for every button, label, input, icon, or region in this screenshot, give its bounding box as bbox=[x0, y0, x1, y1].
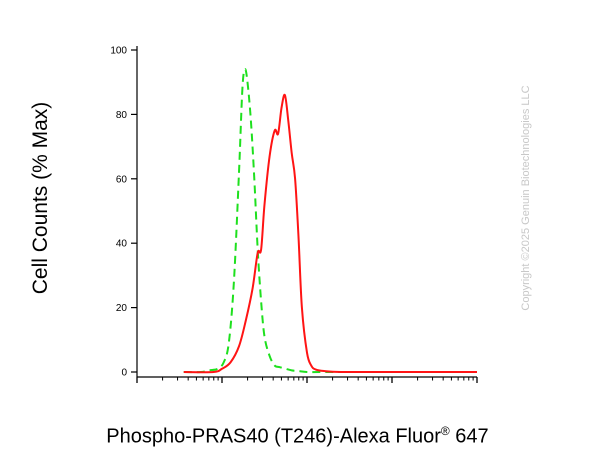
y-tick-label: 100 bbox=[110, 46, 127, 57]
y-axis-ticks: 0 20 40 60 80 100 bbox=[110, 46, 137, 379]
x-axis-label-tail: 647 bbox=[449, 425, 489, 448]
y-tick-label: 80 bbox=[116, 110, 128, 121]
y-tick-label: 0 bbox=[121, 368, 127, 379]
y-tick-label: 40 bbox=[116, 239, 128, 250]
x-axis-ticks bbox=[136, 377, 478, 383]
y-tick-label: 20 bbox=[116, 303, 128, 314]
x-axis-label-main: Phospho-PRAS40 (T246)-Alexa Fluor bbox=[106, 425, 441, 448]
x-axis-label: Phospho-PRAS40 (T246)-Alexa Fluor® 647 bbox=[0, 424, 595, 449]
chart-axes bbox=[136, 46, 477, 378]
y-tick-label: 60 bbox=[116, 174, 128, 185]
x-axis-label-registered-mark: ® bbox=[440, 424, 450, 438]
control-histogram-line bbox=[183, 68, 477, 374]
stained-histogram-line bbox=[183, 93, 477, 374]
copyright-watermark: Copyright ©2025 Genuin Biotechnologies L… bbox=[520, 85, 532, 311]
y-axis-label: Cell Counts (% Max) bbox=[29, 101, 52, 295]
series-layer bbox=[183, 68, 477, 374]
y-axis-label-wrap: Cell Counts (% Max) bbox=[16, 48, 66, 348]
copyright-watermark-wrap: Copyright ©2025 Genuin Biotechnologies L… bbox=[506, 48, 546, 348]
